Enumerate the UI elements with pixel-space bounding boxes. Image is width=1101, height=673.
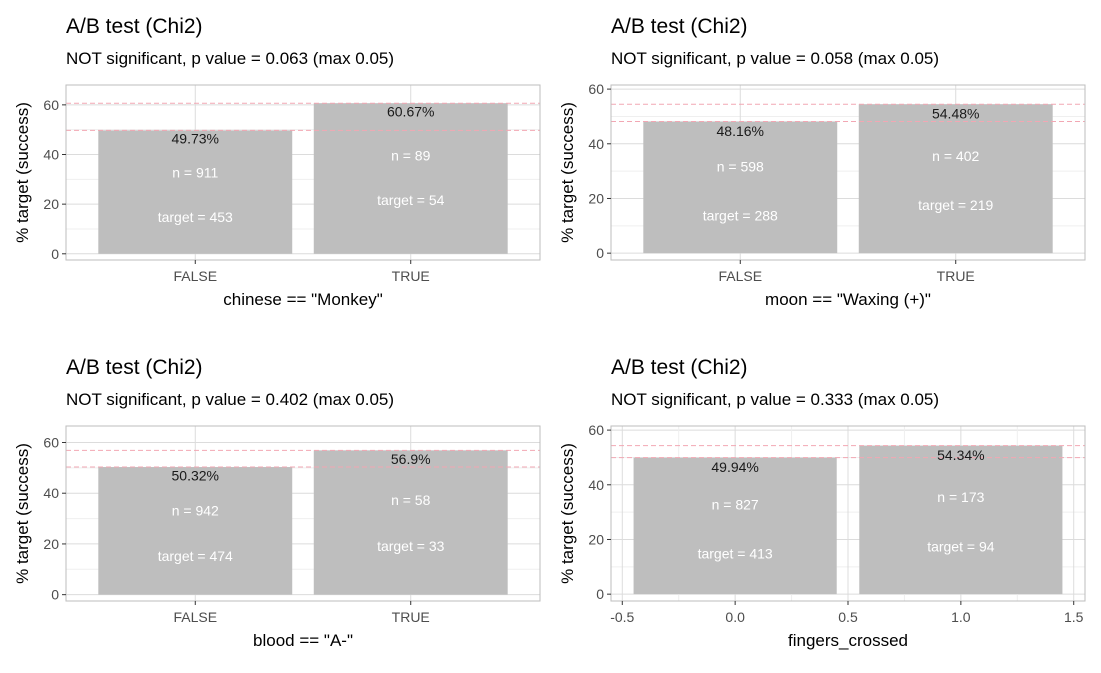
y-tick-label: 0 xyxy=(51,587,59,603)
data-label-target: target = 94 xyxy=(927,538,995,554)
chart-panel-2: A/B test (Chi2) NOT significant, p value … xyxy=(545,0,1095,332)
plot-border xyxy=(65,425,541,602)
x-tick-label: 0.0 xyxy=(725,609,745,625)
data-label-target: target = 54 xyxy=(377,192,445,208)
data-label-percent: 54.48% xyxy=(932,106,979,122)
x-axis-label: blood == "A-" xyxy=(253,631,353,650)
data-label-percent: 50.32% xyxy=(172,467,219,483)
x-tick-label: TRUE xyxy=(392,268,430,284)
y-tick-label: 60 xyxy=(43,97,59,113)
data-label-n: n = 827 xyxy=(712,497,759,513)
chart-3: A/B test (Chi2) NOT significant, p value … xyxy=(13,356,541,650)
data-label-target: target = 474 xyxy=(158,548,233,564)
x-tick-label: FALSE xyxy=(173,268,217,284)
chart-title: A/B test (Chi2) xyxy=(66,356,203,379)
y-tick-label: 0 xyxy=(596,586,604,602)
chart-subtitle: NOT significant, p value = 0.333 (max 0.… xyxy=(611,390,939,409)
x-tick-label: FALSE xyxy=(718,268,762,284)
chart-panel-4: A/B test (Chi2) NOT significant, p value … xyxy=(545,341,1095,673)
chart-4: A/B test (Chi2) NOT significant, p value … xyxy=(558,356,1086,650)
bar-1 xyxy=(98,467,293,595)
y-axis-label: % target (success) xyxy=(558,102,577,243)
chart-subtitle: NOT significant, p value = 0.402 (max 0.… xyxy=(66,390,394,409)
plot-border xyxy=(610,84,1086,261)
data-label-target: target = 453 xyxy=(158,209,233,225)
bar-1 xyxy=(643,121,838,254)
chart-2: A/B test (Chi2) NOT significant, p value … xyxy=(558,15,1086,309)
data-label-n: n = 911 xyxy=(172,164,218,180)
x-tick-label: -0.5 xyxy=(610,609,634,625)
y-axis-label: % target (success) xyxy=(13,443,32,584)
x-tick-label: 1.5 xyxy=(1064,609,1084,625)
bar-2 xyxy=(858,104,1053,254)
y-tick-label: 60 xyxy=(588,422,604,438)
bar-1 xyxy=(633,457,837,595)
y-tick-label: 40 xyxy=(43,147,59,163)
data-label-percent: 49.94% xyxy=(711,459,758,475)
x-axis-label: chinese == "Monkey" xyxy=(223,290,383,309)
data-label-target: target = 33 xyxy=(377,538,445,554)
chart-1: A/B test (Chi2) NOT significant, p value … xyxy=(13,15,541,309)
y-axis-label: % target (success) xyxy=(558,443,577,584)
y-tick-label: 40 xyxy=(588,136,604,152)
chart-title: A/B test (Chi2) xyxy=(66,15,203,38)
data-label-percent: 60.67% xyxy=(387,103,434,119)
chart-subtitle: NOT significant, p value = 0.063 (max 0.… xyxy=(66,49,394,68)
chart-panel-3: A/B test (Chi2) NOT significant, p value … xyxy=(0,341,550,673)
data-label-target: target = 413 xyxy=(698,546,773,562)
data-label-percent: 54.34% xyxy=(937,447,984,463)
x-axis-label: fingers_crossed xyxy=(788,631,908,650)
x-tick-label: TRUE xyxy=(392,609,430,625)
data-label-target: target = 219 xyxy=(918,197,993,213)
x-tick-label: 1.0 xyxy=(951,609,971,625)
data-label-n: n = 942 xyxy=(172,503,219,519)
y-axis-label: % target (success) xyxy=(13,102,32,243)
y-tick-label: 20 xyxy=(43,196,59,212)
y-tick-label: 60 xyxy=(588,81,604,97)
data-label-percent: 56.9% xyxy=(391,451,431,467)
y-tick-label: 60 xyxy=(43,434,59,450)
bar-2 xyxy=(313,450,508,595)
data-label-percent: 48.16% xyxy=(717,123,764,139)
data-label-n: n = 89 xyxy=(391,147,431,163)
x-axis-label: moon == "Waxing (+)" xyxy=(765,290,931,309)
chart-subtitle: NOT significant, p value = 0.058 (max 0.… xyxy=(611,49,939,68)
data-label-n: n = 58 xyxy=(391,492,431,508)
y-tick-label: 40 xyxy=(588,477,604,493)
y-tick-label: 40 xyxy=(43,485,59,501)
y-tick-label: 20 xyxy=(588,531,604,547)
chart-title: A/B test (Chi2) xyxy=(611,356,748,379)
y-tick-label: 20 xyxy=(43,536,59,552)
bar-2 xyxy=(859,445,1063,595)
x-tick-label: TRUE xyxy=(937,268,975,284)
chart-title: A/B test (Chi2) xyxy=(611,15,748,38)
y-tick-label: 0 xyxy=(51,246,59,262)
x-tick-label: 0.5 xyxy=(838,609,858,625)
x-tick-label: FALSE xyxy=(173,609,217,625)
bar-2 xyxy=(313,103,508,254)
y-tick-label: 20 xyxy=(588,190,604,206)
y-tick-label: 0 xyxy=(596,245,604,261)
chart-panel-1: A/B test (Chi2) NOT significant, p value … xyxy=(0,0,550,332)
data-label-n: n = 402 xyxy=(932,148,979,164)
data-label-n: n = 598 xyxy=(717,159,764,175)
plot-border xyxy=(65,84,541,261)
data-label-n: n = 173 xyxy=(937,489,984,505)
data-label-target: target = 288 xyxy=(703,208,778,224)
data-label-percent: 49.73% xyxy=(172,131,219,147)
bar-1 xyxy=(98,130,293,254)
